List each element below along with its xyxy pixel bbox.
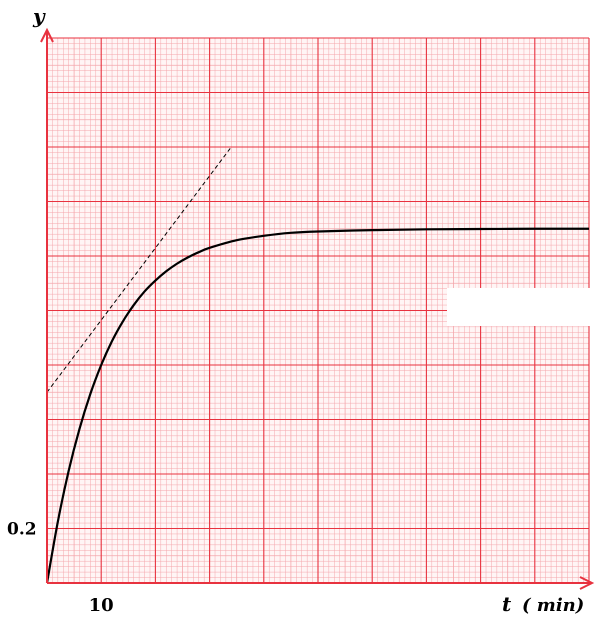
series-curve [45, 227, 590, 584]
y-axis-label: y [32, 4, 46, 28]
grid-major [46, 37, 590, 584]
axes-layer [40, 27, 595, 590]
occluder-patch [447, 288, 593, 326]
y-axis-arrow [40, 27, 54, 43]
x-axis-unit: ( min) [522, 595, 584, 616]
x-axis-label: t [502, 592, 512, 616]
y-tick-label: 0.2 [7, 520, 37, 540]
series-tangent-line [46, 146, 232, 393]
series-layer [45, 146, 590, 584]
x-axis-arrow [579, 576, 595, 590]
x-tick-label: 10 [89, 595, 114, 616]
